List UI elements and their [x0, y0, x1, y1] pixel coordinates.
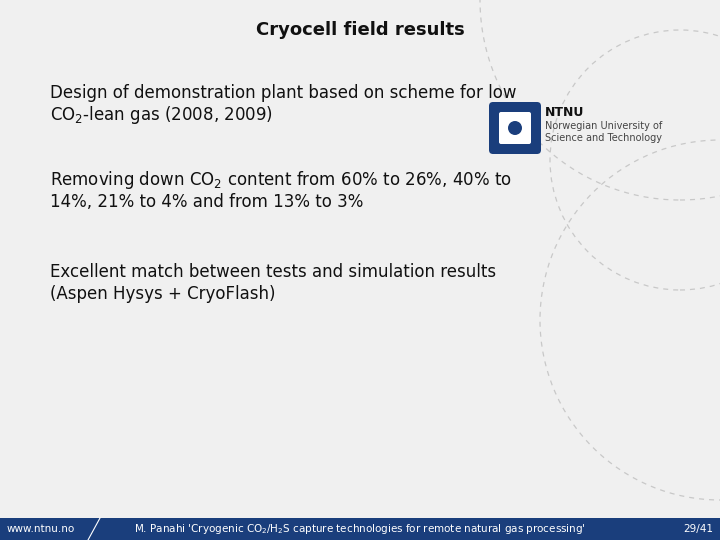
Text: Norwegian University of: Norwegian University of — [545, 121, 662, 131]
Text: 14%, 21% to 4% and from 13% to 3%: 14%, 21% to 4% and from 13% to 3% — [50, 193, 364, 211]
Circle shape — [508, 121, 522, 135]
Text: 29/41: 29/41 — [683, 524, 713, 534]
Text: Science and Technology: Science and Technology — [545, 133, 662, 143]
Text: www.ntnu.no: www.ntnu.no — [7, 524, 76, 534]
FancyBboxPatch shape — [499, 112, 531, 144]
Text: Excellent match between tests and simulation results: Excellent match between tests and simula… — [50, 263, 496, 281]
Text: Removing down CO$_2$ content from 60% to 26%, 40% to: Removing down CO$_2$ content from 60% to… — [50, 169, 512, 191]
Text: Design of demonstration plant based on scheme for low: Design of demonstration plant based on s… — [50, 84, 516, 102]
Text: CO$_2$-lean gas (2008, 2009): CO$_2$-lean gas (2008, 2009) — [50, 104, 273, 126]
Text: Cryocell field results: Cryocell field results — [256, 21, 464, 39]
Bar — [0, 518, 720, 540]
Text: NTNU: NTNU — [545, 105, 585, 118]
FancyBboxPatch shape — [489, 102, 541, 154]
Text: M. Panahi 'Cryogenic CO$_2$/H$_2$S capture technologies for remote natural gas p: M. Panahi 'Cryogenic CO$_2$/H$_2$S captu… — [134, 522, 586, 536]
Text: (Aspen Hysys + CryoFlash): (Aspen Hysys + CryoFlash) — [50, 285, 276, 303]
